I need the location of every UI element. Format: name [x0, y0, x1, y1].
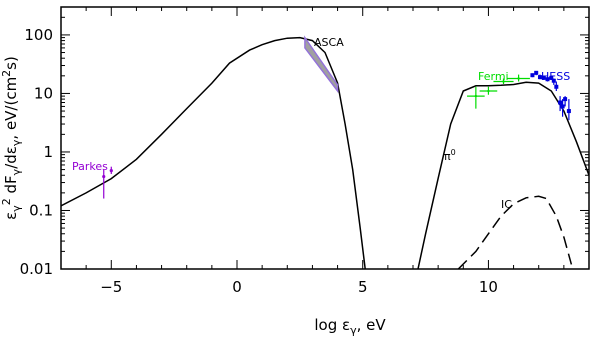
- ic-label: IC: [501, 198, 512, 211]
- hess-label: HESS: [541, 70, 570, 83]
- y-tick-label: 100: [24, 26, 53, 44]
- hess-point: [537, 75, 542, 80]
- synchrotron-curve: [61, 36, 366, 269]
- asca-band: [304, 35, 339, 94]
- parkes-point: [109, 169, 113, 173]
- hess-point: [551, 78, 556, 83]
- pi0-curve: [417, 81, 589, 269]
- parkes-label: Parkes: [72, 160, 108, 173]
- x-tick-label: 10: [479, 278, 498, 296]
- y-tick-label: 0.1: [29, 201, 53, 219]
- ic-curve: [457, 195, 573, 269]
- y-tick-label: 0.01: [20, 260, 53, 278]
- hess-point: [558, 100, 563, 105]
- fermi-point: [487, 89, 490, 93]
- asca-label: ASCA: [314, 36, 344, 49]
- hess-point: [545, 77, 550, 82]
- y-tick-label: 1: [43, 143, 53, 161]
- y-tick-label: 10: [34, 84, 53, 102]
- pi0-label: π0: [444, 148, 456, 163]
- parkes-point: [102, 174, 106, 179]
- x-tick-label: 0: [232, 278, 242, 296]
- x-tick-label: 5: [358, 278, 368, 296]
- hess-point: [549, 75, 554, 80]
- x-tick-label: −5: [100, 278, 122, 296]
- fermi-point: [502, 80, 505, 83]
- hess-point: [534, 70, 539, 75]
- y-axis-title: εγ2 dFγ/dεγ, eV/(cm2s): [0, 56, 23, 220]
- plot-frame: [60, 6, 590, 270]
- x-axis-title: log εγ, eV: [314, 316, 386, 337]
- hess-point: [541, 75, 546, 80]
- fermi-point: [474, 94, 478, 98]
- fermi-point: [517, 77, 520, 80]
- hess-point: [530, 73, 535, 78]
- hess-point: [554, 84, 559, 89]
- hess-point: [566, 109, 571, 114]
- fermi-label: Fermi: [478, 70, 509, 83]
- hess-point: [563, 97, 568, 102]
- hess-point: [560, 104, 565, 109]
